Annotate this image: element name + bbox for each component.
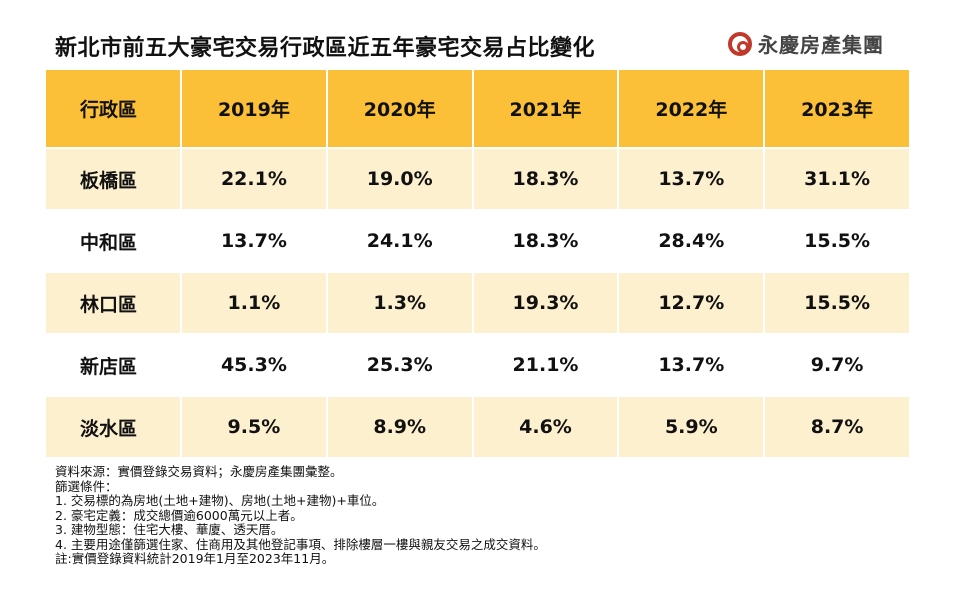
district-cell: 中和區 (44, 209, 182, 273)
district-cell: 淡水區 (44, 395, 182, 459)
share-cell: 13.7% (617, 147, 766, 211)
district-cell: 林口區 (44, 271, 182, 335)
share-cell: 15.5% (763, 209, 911, 273)
share-cell: 18.3% (471, 209, 620, 273)
district-cell: 板橋區 (44, 147, 182, 211)
share-cell: 22.1% (180, 147, 328, 211)
note-source: 資料來源：實價登錄交易資料；永慶房產集團彙整。 (55, 464, 343, 479)
share-cell: 4.6% (471, 395, 620, 459)
share-cell: 13.7% (180, 209, 328, 273)
header-year: 2021年 (471, 68, 620, 149)
share-cell: 9.5% (180, 395, 328, 459)
note-period: 註:實價登錄資料統計2019年1月至2023年11月。 (55, 551, 335, 566)
share-cell: 13.7% (617, 333, 766, 397)
share-cell: 8.9% (325, 395, 474, 459)
brand-logo: 永慶房產集團 (728, 29, 884, 58)
header-year: 2023年 (763, 68, 911, 149)
district-cell: 新店區 (44, 333, 182, 397)
header-district: 行政區 (44, 68, 182, 149)
header-year: 2020年 (325, 68, 474, 149)
share-cell: 18.3% (471, 147, 620, 211)
share-cell: 12.7% (617, 271, 766, 335)
logo-icon (728, 31, 752, 56)
table-row: 淡水區 9.5% 8.9% 4.6% 5.9% 8.7% (44, 395, 911, 459)
page-title: 新北市前五大豪宅交易行政區近五年豪宅交易占比變化 (55, 36, 596, 61)
note-item: 4. 主要用途僅篩選住家、住商用及其他登記事項、排除樓層一樓與親友交易之成交資料… (55, 536, 546, 552)
note-item: 2. 豪宅定義：成交總價逾6000萬元以上者。 (55, 507, 303, 523)
share-cell: 21.1% (471, 333, 620, 397)
header-year: 2019年 (180, 68, 328, 149)
share-cell: 31.1% (763, 147, 911, 211)
header-year: 2022年 (617, 68, 766, 149)
table-row: 新店區 45.3% 25.3% 21.1% 13.7% 9.7% (44, 333, 911, 397)
note-item: 3. 建物型態：住宅大樓、華廈、透天厝。 (55, 522, 284, 537)
footnotes: 資料來源：實價登錄交易資料；永慶房產集團彙整。 篩選條件： 1. 交易標的為房地… (55, 464, 546, 567)
note-item: 1. 交易標的為房地(土地+建物)、房地(土地+建物)+車位。 (55, 493, 385, 508)
share-cell: 28.4% (617, 209, 766, 273)
table-row: 中和區 13.7% 24.1% 18.3% 28.4% 15.5% (44, 209, 911, 273)
table-row: 板橋區 22.1% 19.0% 18.3% 13.7% 31.1% (44, 147, 911, 211)
share-cell: 45.3% (180, 333, 328, 397)
share-cell: 9.7% (763, 333, 911, 397)
note-criteria-label: 篩選條件： (55, 478, 118, 494)
share-cell: 24.1% (325, 209, 474, 273)
logo-text: 永慶房產集團 (758, 33, 884, 57)
share-cell: 15.5% (763, 271, 911, 335)
share-cell: 19.0% (325, 147, 474, 211)
share-cell: 5.9% (617, 395, 766, 459)
share-table: 行政區 2019年 2020年 2021年 2022年 2023年 板橋區 22.… (44, 68, 911, 459)
table-header-row: 行政區 2019年 2020年 2021年 2022年 2023年 (44, 68, 911, 149)
share-cell: 25.3% (325, 333, 474, 397)
share-cell: 1.1% (180, 271, 328, 335)
share-cell: 8.7% (763, 395, 911, 459)
share-cell: 1.3% (325, 271, 474, 335)
share-cell: 19.3% (471, 271, 620, 335)
table-row: 林口區 1.1% 1.3% 19.3% 12.7% 15.5% (44, 271, 911, 335)
